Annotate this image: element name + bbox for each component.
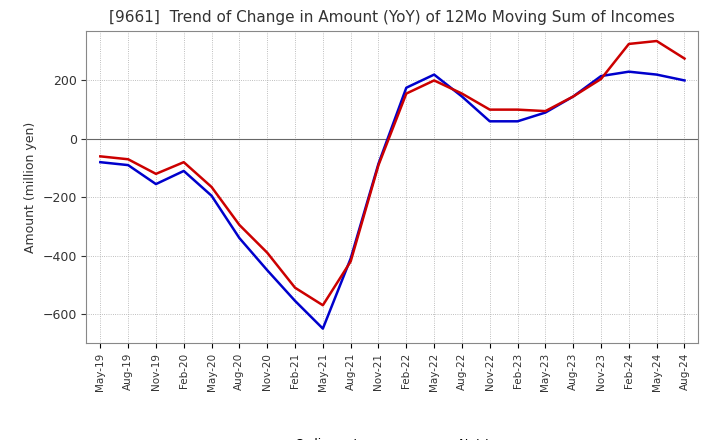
Net Income <box>597 76 606 81</box>
Ordinary Income <box>291 298 300 304</box>
Net Income <box>485 107 494 112</box>
Net Income <box>458 91 467 96</box>
Ordinary Income <box>152 181 161 187</box>
Net Income <box>652 38 661 44</box>
Ordinary Income <box>680 78 689 83</box>
Ordinary Income <box>458 94 467 99</box>
Net Income <box>346 259 355 264</box>
Net Income <box>263 250 271 255</box>
Net Income <box>624 41 633 47</box>
Net Income <box>152 171 161 176</box>
Title: [9661]  Trend of Change in Amount (YoY) of 12Mo Moving Sum of Incomes: [9661] Trend of Change in Amount (YoY) o… <box>109 11 675 26</box>
Net Income <box>430 78 438 83</box>
Ordinary Income <box>374 161 383 166</box>
Ordinary Income <box>513 119 522 124</box>
Ordinary Income <box>346 256 355 261</box>
Net Income <box>541 108 550 114</box>
Ordinary Income <box>541 110 550 115</box>
Net Income <box>402 91 410 96</box>
Net Income <box>179 160 188 165</box>
Ordinary Income <box>652 72 661 77</box>
Net Income <box>235 222 243 227</box>
Ordinary Income <box>124 162 132 168</box>
Ordinary Income <box>235 235 243 241</box>
Net Income <box>207 184 216 190</box>
Ordinary Income <box>263 268 271 273</box>
Ordinary Income <box>179 169 188 174</box>
Net Income <box>291 285 300 290</box>
Net Income <box>124 157 132 162</box>
Ordinary Income <box>624 69 633 74</box>
Line: Net Income: Net Income <box>100 41 685 305</box>
Net Income <box>569 94 577 99</box>
Line: Ordinary Income: Ordinary Income <box>100 72 685 329</box>
Net Income <box>96 154 104 159</box>
Ordinary Income <box>207 193 216 198</box>
Ordinary Income <box>96 160 104 165</box>
Legend: Ordinary Income, Net Income: Ordinary Income, Net Income <box>248 433 536 440</box>
Net Income <box>680 56 689 61</box>
Ordinary Income <box>430 72 438 77</box>
Net Income <box>374 162 383 168</box>
Ordinary Income <box>485 119 494 124</box>
Ordinary Income <box>318 326 327 331</box>
Ordinary Income <box>569 94 577 99</box>
Ordinary Income <box>402 85 410 90</box>
Ordinary Income <box>597 73 606 79</box>
Net Income <box>318 303 327 308</box>
Y-axis label: Amount (million yen): Amount (million yen) <box>24 121 37 253</box>
Net Income <box>513 107 522 112</box>
